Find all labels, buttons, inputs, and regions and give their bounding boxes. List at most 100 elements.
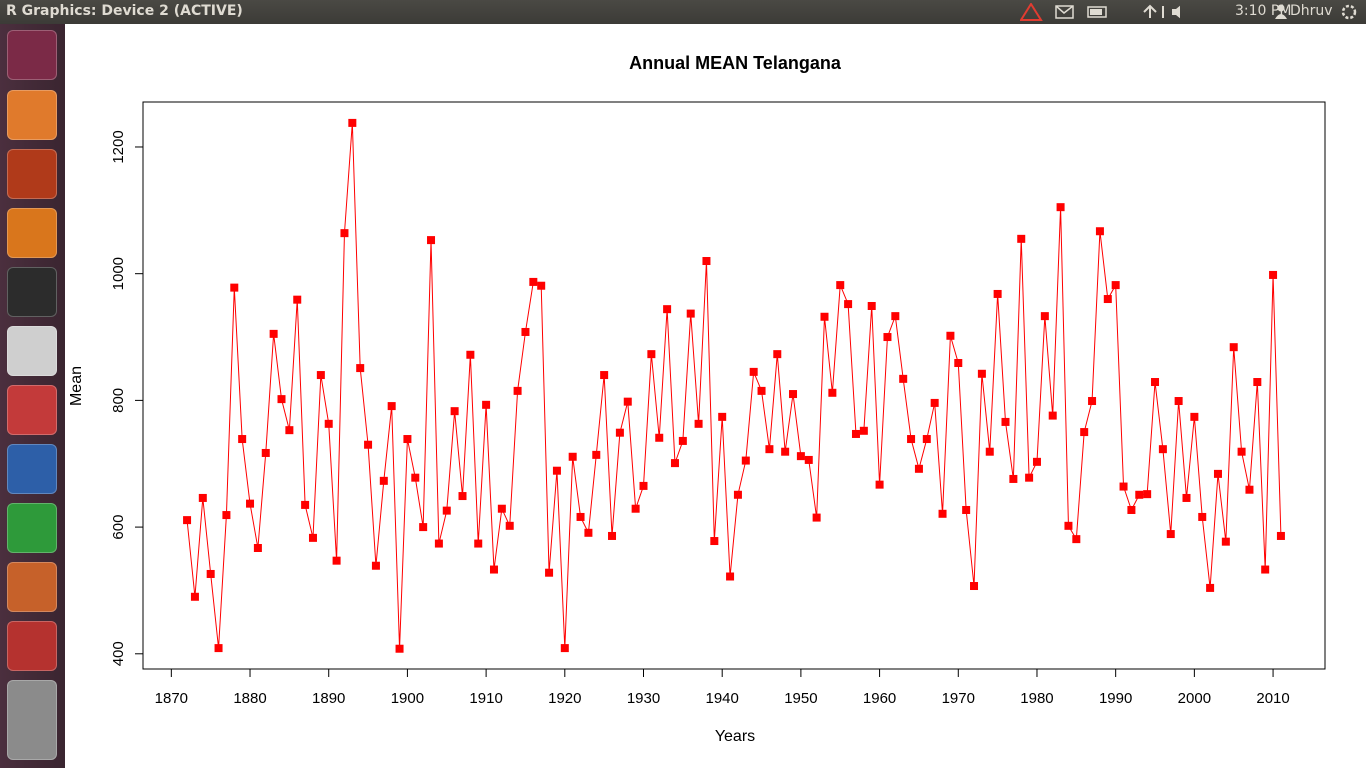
data-point	[568, 452, 577, 461]
data-point	[1088, 397, 1097, 406]
data-point	[828, 388, 837, 397]
data-point	[1111, 281, 1120, 290]
data-point	[316, 371, 325, 380]
data-point	[356, 364, 365, 373]
background	[65, 24, 1366, 768]
user-name[interactable]: Dhruv	[1290, 3, 1333, 19]
data-point	[600, 371, 609, 380]
x-tick-label: 1990	[1099, 690, 1132, 707]
y-tick-label: 400	[110, 641, 127, 666]
data-point	[907, 435, 916, 444]
data-point	[348, 118, 357, 127]
data-point	[285, 426, 294, 435]
data-point	[773, 350, 782, 359]
data-point	[749, 367, 758, 376]
data-point	[529, 277, 538, 286]
data-point	[1080, 428, 1089, 437]
data-point	[781, 447, 790, 456]
dash-icon[interactable]	[7, 30, 57, 80]
x-tick-label: 1960	[863, 690, 896, 707]
data-point	[623, 397, 632, 406]
x-tick-label: 1880	[233, 690, 266, 707]
data-point	[970, 582, 979, 591]
data-point	[427, 236, 436, 245]
data-point	[891, 312, 900, 321]
data-point	[686, 309, 695, 318]
data-point	[883, 333, 892, 342]
calc-icon[interactable]	[7, 503, 57, 553]
impress-icon[interactable]	[7, 562, 57, 612]
data-point	[1119, 482, 1128, 491]
data-point	[1198, 512, 1207, 521]
data-point	[1072, 535, 1081, 544]
data-point	[466, 350, 475, 359]
data-point	[718, 412, 727, 421]
data-point	[206, 569, 215, 578]
data-point	[741, 456, 750, 465]
firefox-icon[interactable]	[7, 149, 57, 199]
data-point	[985, 447, 994, 456]
data-point	[867, 301, 876, 310]
y-tick-label: 600	[110, 515, 127, 540]
reader-icon[interactable]	[7, 385, 57, 435]
y-tick-label: 800	[110, 388, 127, 413]
data-point	[930, 398, 939, 407]
data-point	[1269, 270, 1278, 279]
data-point	[1135, 490, 1144, 499]
data-point	[702, 257, 711, 266]
files-icon[interactable]	[7, 90, 57, 140]
editor-icon[interactable]	[7, 326, 57, 376]
data-point	[1009, 474, 1018, 483]
data-point	[899, 374, 908, 383]
data-point	[663, 305, 672, 314]
data-point	[1253, 378, 1262, 387]
session-icon[interactable]	[1340, 3, 1358, 21]
data-point	[1221, 537, 1230, 546]
data-line	[186, 122, 1282, 649]
data-point	[584, 528, 593, 537]
data-point	[954, 359, 963, 368]
data-point	[1032, 457, 1041, 466]
vlc-icon[interactable]	[7, 208, 57, 258]
data-point	[560, 644, 569, 653]
data-point	[214, 644, 223, 653]
workspace-icons[interactable]	[7, 680, 57, 760]
data-point	[222, 511, 231, 520]
terminal-icon[interactable]	[7, 267, 57, 317]
data-point	[733, 490, 742, 499]
clock[interactable]: 3:10 PM	[1235, 3, 1292, 19]
x-tick-label: 1970	[942, 690, 975, 707]
data-point	[670, 459, 679, 468]
data-point	[371, 561, 380, 570]
data-point	[1166, 530, 1175, 539]
chart: Annual MEAN Telangana Years Mean 1870 188…	[65, 24, 1366, 768]
data-point	[308, 533, 317, 542]
data-point	[875, 480, 884, 489]
data-point	[482, 400, 491, 409]
indicators	[1020, 3, 1180, 21]
data-point	[364, 440, 373, 449]
data-point	[411, 473, 420, 482]
data-point	[253, 543, 262, 552]
data-point	[1048, 411, 1057, 420]
data-point	[442, 506, 451, 515]
data-point	[474, 539, 483, 548]
data-point	[1237, 447, 1246, 456]
data-point	[1213, 469, 1222, 478]
settings-icon[interactable]	[7, 621, 57, 671]
chart-title: Annual MEAN Telangana	[629, 53, 842, 73]
data-point	[765, 445, 774, 454]
data-point	[1206, 583, 1215, 592]
data-point	[946, 331, 955, 340]
data-point	[694, 419, 703, 428]
data-point	[993, 289, 1002, 298]
data-point	[804, 455, 813, 464]
data-point	[608, 531, 617, 540]
window-title: R Graphics: Device 2 (ACTIVE)	[6, 3, 243, 19]
data-point	[379, 476, 388, 485]
x-tick-label: 1920	[548, 690, 581, 707]
writer-icon[interactable]	[7, 444, 57, 494]
data-point	[796, 452, 805, 461]
data-point	[324, 419, 333, 428]
data-point	[592, 450, 601, 459]
